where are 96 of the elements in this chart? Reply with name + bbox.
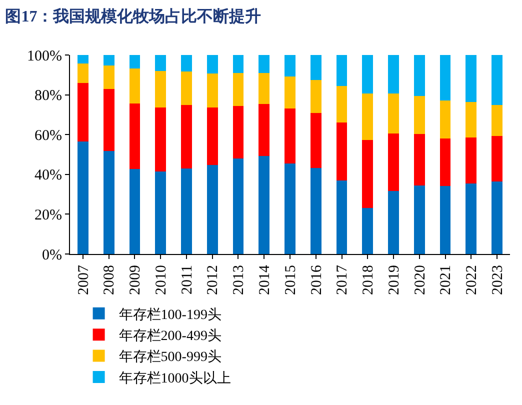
bar (414, 134, 425, 186)
bar (336, 122, 348, 181)
x-tick-label: 2007 (76, 264, 92, 295)
bar (466, 184, 477, 254)
legend-label: 年存栏1000头以上 (118, 370, 231, 386)
x-tick-label: 2021 (438, 265, 454, 295)
x-tick-label: 2009 (128, 265, 144, 295)
bar (336, 86, 348, 122)
bar (440, 55, 451, 100)
bar (284, 55, 296, 77)
bar (258, 156, 270, 254)
x-tick-label: 2012 (205, 265, 222, 295)
x-tick-label: 2013 (231, 265, 248, 295)
bar (362, 140, 374, 208)
bar (232, 55, 244, 74)
bar (155, 108, 166, 172)
y-tick-label: 80% (34, 88, 62, 104)
bar (155, 55, 166, 71)
x-tick-label: 2023 (490, 265, 506, 295)
bar (336, 55, 348, 86)
bar (492, 136, 502, 182)
bar (232, 73, 244, 106)
y-tick-label: 40% (34, 168, 62, 184)
bar (181, 72, 192, 106)
y-tick-label: 0% (42, 247, 62, 264)
x-tick-label: 2016 (308, 264, 325, 295)
bar (258, 104, 270, 156)
x-tick-label: 2018 (360, 265, 377, 295)
bar (206, 108, 218, 165)
bar (78, 83, 88, 142)
bar (129, 55, 140, 69)
bar (492, 104, 502, 136)
bar (155, 171, 166, 254)
bar (103, 151, 114, 254)
bar (440, 138, 451, 186)
bar (258, 73, 270, 104)
bar (492, 55, 502, 105)
x-tick-label: 2022 (464, 265, 480, 295)
bar (232, 106, 244, 158)
y-tick-label: 60% (34, 128, 62, 144)
bar (78, 142, 88, 254)
bar (466, 102, 477, 138)
bar (206, 164, 218, 254)
x-tick-label: 2020 (412, 265, 428, 295)
x-tick-label: 2017 (334, 264, 351, 295)
chart-title: 图17：我国规模化牧场占比不断提升 (5, 7, 262, 26)
bar (181, 168, 192, 254)
bar (414, 186, 425, 254)
bar (440, 186, 451, 254)
bar (103, 89, 114, 152)
x-tick-label: 2014 (256, 264, 273, 295)
bar (362, 208, 374, 254)
x-tick-label: 2008 (102, 265, 118, 295)
bar (232, 158, 244, 254)
legend-label: 年存栏100-199头 (118, 306, 222, 323)
bar (388, 133, 399, 191)
bar (181, 105, 192, 168)
x-tick-label: 2015 (282, 265, 299, 295)
bar (129, 103, 140, 169)
bar (388, 93, 399, 134)
bar (310, 168, 322, 254)
bar (310, 80, 322, 113)
bar (129, 68, 140, 104)
bar (414, 55, 425, 96)
bar (362, 94, 374, 140)
bar (181, 55, 192, 72)
y-tick-label: 100% (27, 48, 62, 64)
x-tick-label: 2019 (386, 265, 402, 295)
bar (103, 65, 114, 90)
bar (310, 112, 322, 168)
bar (103, 55, 114, 66)
bar (492, 181, 502, 254)
bar (388, 190, 399, 254)
bar (258, 55, 270, 74)
bar (466, 55, 477, 102)
bar (284, 164, 296, 254)
bar (78, 64, 88, 84)
bar (310, 55, 322, 80)
bar (206, 55, 218, 74)
x-tick-label: 2010 (153, 265, 170, 295)
y-tick-label: 20% (34, 207, 62, 224)
bar (388, 55, 399, 94)
x-tick-label: 2011 (179, 265, 196, 294)
bar (78, 55, 88, 64)
bar (284, 76, 296, 109)
bar (155, 70, 166, 108)
bar (414, 96, 425, 134)
legend-label: 年存栏500-999头 (118, 349, 222, 366)
bar (362, 55, 374, 94)
legend-label: 年存栏200-499头 (118, 328, 222, 344)
bar (440, 100, 451, 139)
bar (129, 168, 140, 254)
bar (466, 138, 477, 184)
bar (284, 108, 296, 164)
bar (206, 74, 218, 108)
bar (336, 180, 348, 254)
